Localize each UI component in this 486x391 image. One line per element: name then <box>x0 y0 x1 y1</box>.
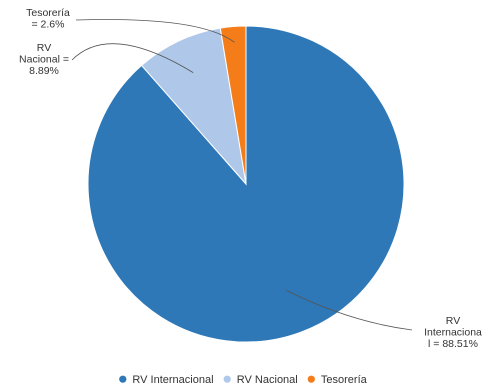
leader-line-rv-nacional <box>71 43 194 73</box>
leader-lines <box>71 19 413 331</box>
legend-marker-rv-internacional <box>119 375 127 383</box>
leader-line-tesoreria <box>75 19 235 43</box>
legend-marker-tesoreria <box>307 375 315 383</box>
slice-rv-nacional <box>140 27 247 186</box>
slice-label-tesoreria: Tesorería = 2.6% <box>26 7 70 31</box>
pie-slices <box>87 25 405 343</box>
slice-label-rv-internacional: RV Internaciona l = 88.51% <box>424 315 482 350</box>
slice-label-rv-nacional: RV Nacional = 8.89% <box>19 42 69 77</box>
legend: RV Internacional RV Nacional Tesorería <box>119 374 368 386</box>
legend-label-rv-nacional: RV Nacional <box>237 374 298 386</box>
legend-label-rv-internacional: RV Internacional <box>132 374 213 386</box>
legend-marker-rv-nacional <box>223 375 231 383</box>
slice-tesoreria <box>219 25 247 185</box>
leader-line-rv-internacional <box>286 290 413 331</box>
slice-labels: RV Internaciona l = 88.51% RV Nacional = 8.89… <box>19 7 482 350</box>
legend-label-tesoreria: Tesorería <box>321 374 368 386</box>
slice-rv-internacional <box>87 25 405 343</box>
